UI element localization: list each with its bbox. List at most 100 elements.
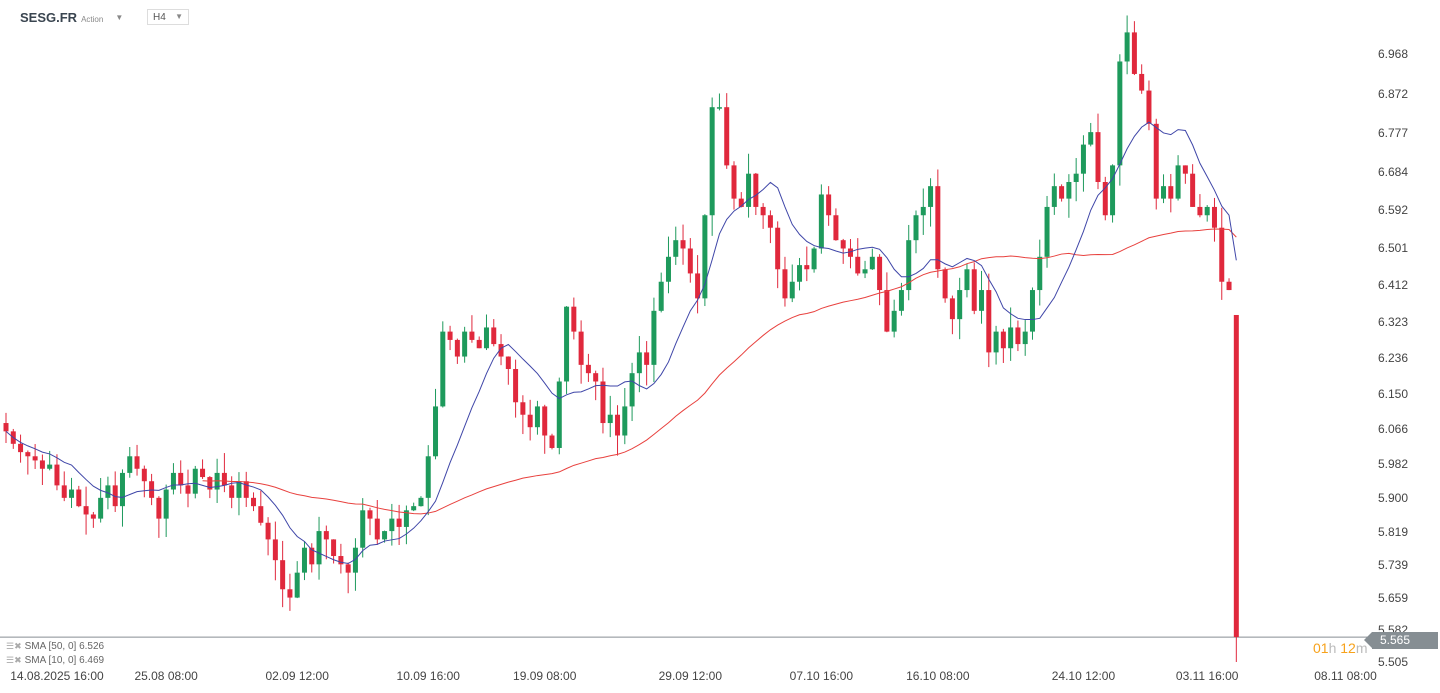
candle-down — [731, 165, 737, 199]
candle-up — [440, 331, 446, 407]
candle-down — [1226, 281, 1232, 291]
candle-up — [993, 331, 999, 353]
candle-down — [83, 506, 89, 515]
candle-down — [1102, 182, 1108, 216]
candle-up — [1022, 331, 1028, 345]
candle-down — [513, 369, 519, 403]
candle-up — [665, 256, 671, 282]
price-tick-label: 6.412 — [1378, 278, 1409, 293]
candle-down — [549, 435, 555, 448]
candle-down — [877, 256, 883, 291]
candle-up — [716, 107, 722, 109]
symbol-name: SESG.FR — [20, 10, 78, 25]
candle-down — [61, 485, 67, 498]
candle-down — [1095, 132, 1101, 182]
candle-down — [760, 206, 766, 216]
candle-up — [163, 489, 169, 519]
candle-down — [1182, 165, 1188, 174]
time-tick-label: 10.09 16:00 — [396, 669, 460, 683]
candle-down — [1190, 173, 1196, 207]
settings-icon[interactable]: ☰✖ — [6, 641, 22, 651]
candle-down — [243, 481, 249, 498]
candle-up — [425, 456, 431, 498]
candle-down — [1015, 327, 1021, 345]
time-tick-label: 08.11 08:00 — [1314, 669, 1377, 683]
symbol-header[interactable]: SESG.FR Action ▼ — [20, 10, 123, 25]
candle-up — [316, 531, 322, 565]
candle-up — [658, 281, 664, 311]
candle-down — [826, 194, 832, 216]
candle-up — [1124, 32, 1130, 62]
candle-up — [702, 215, 708, 299]
candle-up — [1175, 165, 1181, 199]
candle-down — [141, 468, 147, 482]
candle-down — [585, 364, 591, 374]
time-tick-label: 07.10 16:00 — [789, 669, 854, 683]
price-tick-label: 6.777 — [1378, 126, 1409, 141]
candle-down — [76, 489, 82, 507]
settings-icon[interactable]: ☰✖ — [6, 655, 22, 665]
legend-sma50[interactable]: ☰✖ SMA [50, 0] 6.526 — [6, 641, 104, 652]
candle-down — [578, 331, 584, 365]
candle-up — [622, 406, 628, 436]
candle-up — [236, 481, 242, 498]
candle-down — [738, 198, 744, 207]
candle-down — [542, 406, 548, 436]
time-tick-label: 16.10 08:00 — [906, 669, 970, 683]
candle-down — [345, 564, 351, 573]
candle-down — [1219, 227, 1225, 282]
time-tick-label: 02.09 12:00 — [265, 669, 329, 683]
candle-down — [782, 269, 788, 299]
candle-down — [396, 518, 402, 527]
time-tick-label: 03.11 16:00 — [1175, 669, 1239, 683]
price-tick-label: 5.739 — [1378, 557, 1409, 572]
candle-up — [1066, 182, 1072, 199]
price-tick-label: 6.236 — [1378, 351, 1409, 366]
candle-down — [847, 248, 853, 257]
candle-down — [1131, 32, 1137, 74]
candle-down — [935, 186, 941, 270]
candle-up — [294, 572, 300, 598]
candle-up — [403, 510, 409, 527]
timeframe-select[interactable]: H4 ▼ — [147, 9, 189, 25]
candle-down — [949, 298, 955, 320]
current-price-tag: 5.565 — [1364, 632, 1438, 649]
candle-up — [1051, 186, 1057, 207]
price-tick-label: 5.659 — [1378, 591, 1409, 605]
legend-sma10[interactable]: ☰✖ SMA [10, 0] 6.469 — [6, 655, 104, 666]
candle-down — [251, 497, 257, 507]
candle-down — [112, 485, 118, 507]
candle-up — [389, 518, 395, 532]
candle-down — [1211, 206, 1217, 228]
candle-up — [1080, 144, 1086, 174]
candle-down — [447, 331, 453, 340]
candle-down — [884, 290, 890, 332]
candle-up — [1008, 327, 1014, 349]
candle-down — [767, 215, 773, 228]
price-tick-label: 5.819 — [1378, 524, 1409, 539]
candle-up — [564, 306, 570, 382]
candle-down — [331, 539, 337, 557]
candle-down — [207, 477, 213, 490]
candle-down — [753, 173, 759, 207]
candle-down — [185, 485, 191, 494]
candle-up — [170, 472, 176, 490]
candle-up — [382, 531, 388, 540]
candle-down — [1197, 206, 1203, 216]
candle-down — [374, 518, 380, 540]
candle-up — [928, 186, 934, 207]
chevron-down-icon[interactable]: ▼ — [115, 13, 124, 22]
candle-down — [54, 464, 60, 486]
candle-up — [352, 547, 358, 573]
candle-down — [1146, 90, 1152, 124]
candle-up — [534, 406, 540, 428]
candle-up — [629, 373, 635, 407]
price-tick-label: 6.150 — [1378, 386, 1409, 401]
timeframe-value: H4 — [153, 12, 166, 23]
candle-down — [644, 352, 650, 365]
candle-up — [1204, 206, 1210, 216]
candle-up — [789, 281, 795, 299]
candle-up — [1029, 290, 1035, 332]
candle-up — [636, 352, 642, 374]
